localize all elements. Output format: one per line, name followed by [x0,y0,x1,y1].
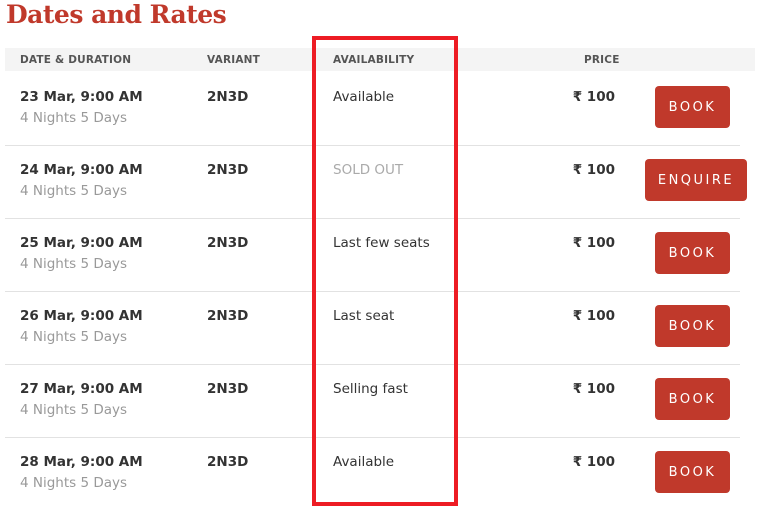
row-price: ₹ 100 [572,235,615,251]
row-variant: 2N3D [207,235,249,251]
header-variant: VARIANT [207,54,261,66]
book-button[interactable]: BOOK [655,305,730,347]
row-variant: 2N3D [207,381,249,397]
row-duration: 4 Nights 5 Days [20,402,128,418]
row-date: 26 Mar, 9:00 AM [20,308,143,324]
row-duration: 4 Nights 5 Days [20,183,128,199]
row-variant: 2N3D [207,162,249,178]
row-price: ₹ 100 [572,381,615,397]
book-button[interactable]: BOOK [655,451,730,493]
availability-highlight-box [312,36,458,506]
row-variant: 2N3D [207,308,249,324]
row-availability: Last few seats [333,235,430,251]
header-price: PRICE [584,54,620,66]
row-price: ₹ 100 [572,308,615,324]
row-availability: Selling fast [333,381,408,397]
row-availability: Last seat [333,308,395,324]
row-duration: 4 Nights 5 Days [20,256,128,272]
row-variant: 2N3D [207,89,249,105]
table-row: 28 Mar, 9:00 AM 4 Nights 5 Days 2N3D Ava… [5,437,740,510]
row-availability: Available [333,89,395,105]
book-button[interactable]: BOOK [655,232,730,274]
header-date: DATE & DURATION [20,54,132,66]
row-availability: Available [333,454,395,470]
table-row: 26 Mar, 9:00 AM 4 Nights 5 Days 2N3D Las… [5,291,740,365]
row-duration: 4 Nights 5 Days [20,475,128,491]
row-price: ₹ 100 [572,89,615,105]
row-date: 28 Mar, 9:00 AM [20,454,143,470]
table-row: 23 Mar, 9:00 AM 4 Nights 5 Days 2N3D Ava… [5,72,740,146]
header-availability: AVAILABILITY [333,54,415,66]
page-title: Dates and Rates [6,0,227,29]
row-variant: 2N3D [207,454,249,470]
table-row: 24 Mar, 9:00 AM 4 Nights 5 Days 2N3D SOL… [5,145,747,219]
row-date: 24 Mar, 9:00 AM [20,162,143,178]
row-price: ₹ 100 [572,162,615,178]
row-availability: SOLD OUT [333,162,404,178]
row-duration: 4 Nights 5 Days [20,110,128,126]
row-date: 25 Mar, 9:00 AM [20,235,143,251]
book-button[interactable]: BOOK [655,86,730,128]
row-date: 23 Mar, 9:00 AM [20,89,143,105]
book-button[interactable]: BOOK [655,378,730,420]
row-price: ₹ 100 [572,454,615,470]
row-date: 27 Mar, 9:00 AM [20,381,143,397]
enquire-button[interactable]: ENQUIRE [645,159,747,201]
table-header: DATE & DURATION VARIANT AVAILABILITY PRI… [5,48,755,71]
table-row: 27 Mar, 9:00 AM 4 Nights 5 Days 2N3D Sel… [5,364,740,438]
table-row: 25 Mar, 9:00 AM 4 Nights 5 Days 2N3D Las… [5,218,740,292]
row-duration: 4 Nights 5 Days [20,329,128,345]
